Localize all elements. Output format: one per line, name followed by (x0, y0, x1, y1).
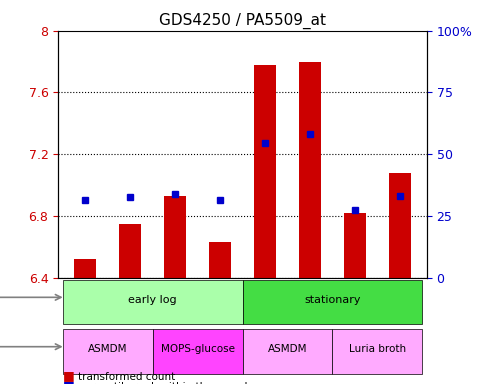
Bar (287, 31, 332, 278)
Text: stationary: stationary (303, 295, 360, 305)
Text: percentile rank within the sample: percentile rank within the sample (77, 382, 253, 384)
Text: ■: ■ (63, 379, 75, 384)
Text: ASMDM: ASMDM (267, 344, 306, 354)
FancyBboxPatch shape (152, 329, 242, 374)
Bar (388, 173, 410, 278)
Bar (343, 213, 365, 278)
FancyBboxPatch shape (242, 329, 332, 374)
Text: ■: ■ (63, 369, 75, 382)
Bar (298, 61, 320, 278)
Text: MOPS-glucose: MOPS-glucose (160, 344, 234, 354)
Bar (253, 65, 276, 278)
Bar (164, 196, 186, 278)
Bar (152, 31, 197, 278)
FancyBboxPatch shape (62, 280, 242, 324)
Bar (197, 31, 242, 278)
Text: Luria broth: Luria broth (348, 344, 405, 354)
Bar (107, 31, 152, 278)
Bar (242, 31, 287, 278)
Title: GDS4250 / PA5509_at: GDS4250 / PA5509_at (159, 13, 325, 29)
Bar (62, 31, 107, 278)
Bar (119, 223, 141, 278)
Bar (332, 31, 377, 278)
FancyBboxPatch shape (242, 280, 422, 324)
Bar (208, 242, 231, 278)
FancyBboxPatch shape (332, 329, 422, 374)
Text: transformed count: transformed count (77, 372, 175, 382)
Bar (74, 259, 96, 278)
Text: ASMDM: ASMDM (88, 344, 127, 354)
Text: early log: early log (128, 295, 177, 305)
Bar (377, 31, 422, 278)
FancyBboxPatch shape (62, 329, 152, 374)
